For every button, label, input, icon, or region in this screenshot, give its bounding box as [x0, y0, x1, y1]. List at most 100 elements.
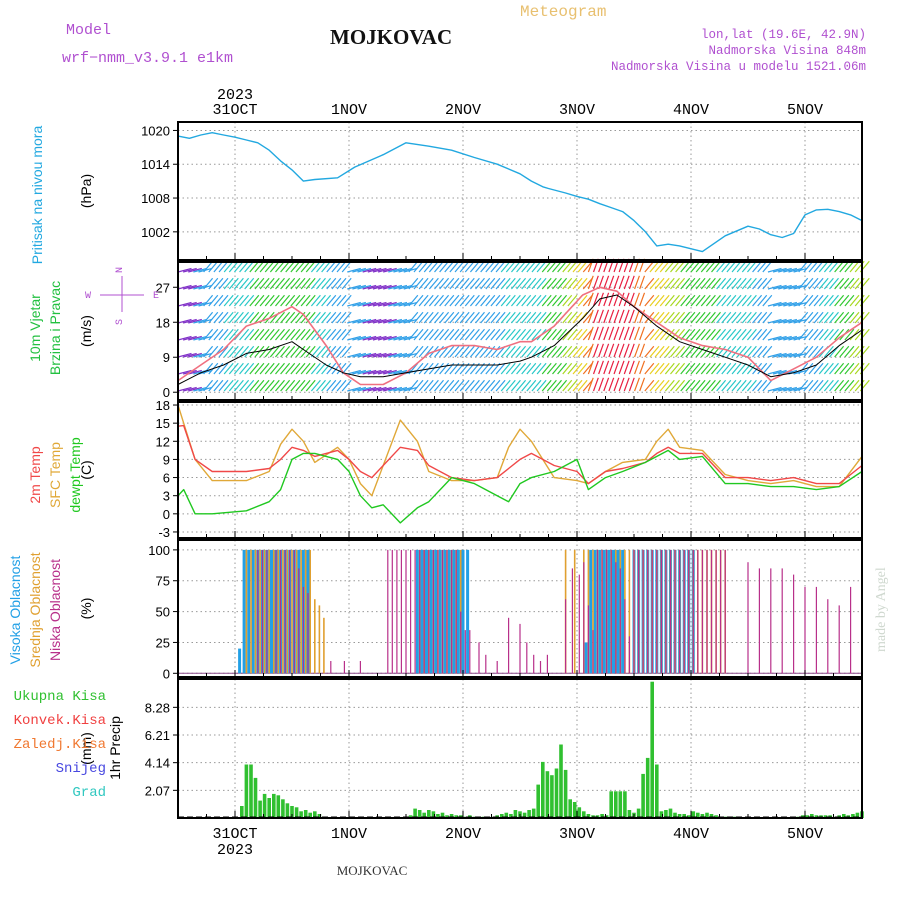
wind-barb [562, 294, 573, 307]
wind-barb [700, 328, 711, 341]
wind-barb [321, 345, 332, 358]
wind-barb [249, 260, 260, 273]
wind-barb [408, 311, 419, 324]
wind-barb [592, 360, 599, 375]
wind-barb [829, 294, 839, 307]
footer-station: MOJKOVAC [337, 863, 408, 878]
wind-barb [778, 284, 792, 290]
wind-barb [849, 294, 860, 307]
wind-barb [233, 294, 244, 307]
wind-barb [536, 294, 547, 307]
wind-barb [305, 345, 316, 358]
wind-barb [295, 260, 306, 273]
wind-barb [834, 294, 845, 307]
wind-barb [439, 362, 450, 375]
cloud-bar-low [410, 549, 412, 674]
wind-barb [393, 386, 408, 392]
wind-barb [788, 386, 803, 392]
wind-barb [778, 318, 792, 324]
cloud-bar-mid [282, 549, 284, 674]
wind-barb [808, 294, 819, 307]
wind-barb [536, 311, 547, 324]
wind-barb [495, 277, 506, 290]
wind-barb [608, 377, 615, 392]
wind-barb [680, 311, 691, 324]
wind-barb [746, 277, 757, 290]
wind-barb [844, 311, 855, 324]
y-tick-label: 9 [163, 452, 170, 467]
wind-barb [454, 277, 465, 290]
wind-barb [244, 277, 255, 290]
wind-barb [228, 379, 239, 392]
wind-barb [454, 379, 465, 392]
wind-barb [259, 294, 270, 307]
y-tick-label: 27 [156, 280, 170, 295]
wind-barb [249, 294, 260, 307]
wind-barb [695, 362, 706, 375]
wind-barb [592, 377, 599, 392]
wind-barb [603, 377, 610, 392]
cloud-bar-high [434, 549, 438, 674]
wind-barb [495, 260, 506, 273]
wind-barb [177, 301, 192, 307]
wind-barb [295, 328, 306, 341]
wind-barb [603, 326, 610, 341]
wind-barb [567, 311, 578, 324]
wind-barb [521, 379, 532, 392]
cloud-bar-low [460, 611, 462, 674]
wind-barb [813, 260, 824, 273]
wind-barb [372, 335, 387, 341]
wind-barb [546, 362, 557, 375]
wind-barb [372, 318, 387, 324]
wind-barb [357, 335, 372, 341]
wind-barb [213, 328, 224, 341]
wind-barb [690, 277, 701, 290]
wind-barb [454, 294, 465, 307]
wind-barb [808, 277, 819, 290]
wind-barb [834, 277, 845, 290]
y-tick-label: 1014 [141, 157, 170, 172]
wind-barb [193, 318, 208, 324]
cloud-bar-low [539, 661, 542, 674]
wind-barb [572, 345, 583, 358]
wind-barb [321, 260, 332, 273]
cloud-bar-low [284, 549, 286, 674]
wind-barb [264, 379, 275, 392]
wind-barb [459, 379, 470, 392]
cloud-bar-mid [263, 549, 266, 674]
wind-barb [218, 345, 229, 358]
wind-barb [546, 277, 557, 290]
wind-barb [798, 362, 809, 375]
wind-barb [521, 328, 532, 341]
wind-barb [628, 275, 635, 290]
wind-barb [572, 277, 583, 290]
wind-barb [367, 284, 382, 290]
cloud-bar-low [715, 549, 717, 674]
wind-barb [275, 311, 285, 324]
cloud-bar-low [827, 599, 829, 674]
wind-barb [603, 309, 610, 324]
wind-barb [341, 294, 352, 307]
wind-barb [808, 379, 819, 392]
precip-bar [677, 814, 682, 818]
wind-barb [341, 345, 352, 358]
wind-barb [208, 379, 219, 392]
wind-barb [480, 311, 491, 324]
wind-barb [388, 369, 403, 375]
wind-barb [203, 294, 214, 307]
cloud-bar-low [478, 642, 480, 674]
wind-barb [762, 379, 773, 392]
wind-barb [464, 328, 475, 341]
wind-barb [500, 311, 511, 324]
compass-n: N [115, 267, 126, 273]
wind-barb [439, 294, 450, 307]
precip-bar [290, 806, 294, 818]
y-tick-label: 18 [156, 315, 170, 330]
wind-barb [408, 328, 419, 341]
y-tick-label: 8.28 [145, 700, 170, 715]
cloud-bar-mid [277, 549, 280, 674]
wind-barb [546, 260, 557, 273]
precip-bar [691, 811, 696, 818]
wind-barb [705, 277, 716, 290]
wind-barb [295, 277, 306, 290]
